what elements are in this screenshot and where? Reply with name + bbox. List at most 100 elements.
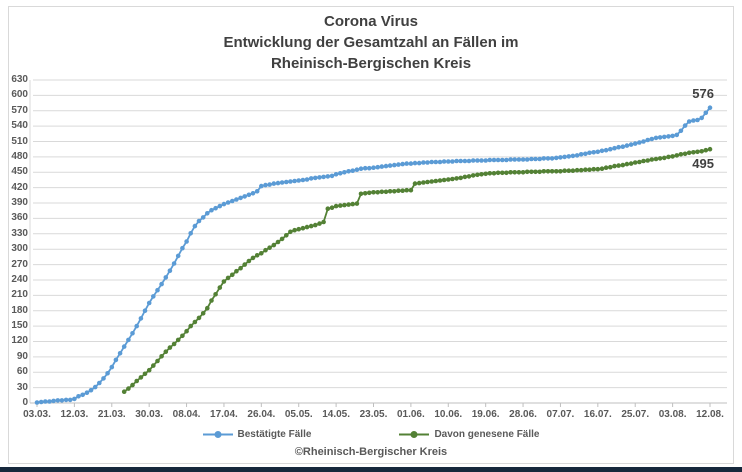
data-point-marker	[404, 161, 410, 166]
data-point-marker	[587, 167, 592, 172]
data-point-marker	[570, 168, 576, 173]
x-tick-label: 10.06.	[434, 409, 463, 420]
data-point-marker	[109, 364, 115, 370]
data-point-marker	[396, 162, 401, 167]
data-point-marker	[616, 144, 621, 150]
chart-title-line2: Entwicklung der Gesamtzahl an Fällen im	[223, 34, 519, 51]
data-point-marker	[433, 178, 439, 184]
y-tick-label: 390	[11, 197, 28, 209]
data-point-marker	[470, 173, 476, 178]
y-tick-label: 630	[11, 74, 28, 85]
chart-title: Corona Virus Entwicklung der Gesamtzahl …	[0, 11, 742, 74]
data-point-marker	[545, 169, 551, 174]
data-point-marker	[682, 123, 688, 128]
data-point-marker	[263, 182, 268, 188]
data-point-marker	[325, 206, 331, 211]
data-point-marker	[583, 167, 588, 172]
data-point-marker	[63, 397, 69, 403]
data-point-marker	[242, 262, 247, 267]
data-point-marker	[487, 171, 493, 176]
data-point-marker	[184, 239, 189, 244]
data-point-marker	[259, 251, 264, 256]
data-point-marker	[121, 344, 127, 349]
data-point-marker	[250, 191, 256, 196]
data-point-marker	[225, 200, 231, 205]
data-point-marker	[520, 157, 526, 162]
data-point-marker	[200, 311, 206, 316]
data-point-marker	[205, 305, 210, 311]
data-point-marker	[674, 153, 680, 158]
data-point-marker	[292, 178, 297, 184]
data-point-marker	[491, 171, 497, 176]
data-point-marker	[466, 174, 472, 179]
data-point-marker	[408, 161, 414, 166]
data-point-marker	[670, 133, 675, 139]
data-point-marker	[238, 265, 243, 271]
data-point-marker	[458, 158, 464, 164]
data-point-marker	[533, 169, 538, 175]
data-point-marker	[562, 168, 567, 173]
data-point-marker	[450, 176, 455, 182]
data-point-marker	[678, 152, 684, 157]
y-tick-label: 420	[11, 181, 28, 193]
data-point-marker	[454, 176, 459, 181]
data-point-marker	[76, 394, 81, 399]
x-tick-label: 21.03.	[97, 409, 126, 420]
data-point-marker	[254, 253, 260, 258]
data-point-marker	[603, 165, 609, 170]
data-point-marker	[354, 167, 360, 172]
data-point-marker	[616, 163, 621, 168]
data-point-marker	[80, 392, 85, 398]
chart-title-line1: Corona Virus	[324, 13, 418, 30]
data-point-marker	[138, 316, 144, 321]
data-point-marker	[134, 323, 139, 329]
data-point-marker	[437, 178, 443, 183]
data-point-marker	[458, 175, 464, 181]
legend: Bestätigte Fälle Davon genesene Fälle	[0, 429, 742, 440]
data-point-marker	[620, 162, 626, 168]
data-point-marker	[637, 140, 642, 145]
data-point-marker	[192, 223, 198, 229]
data-point-marker	[47, 399, 52, 404]
data-point-marker	[450, 159, 455, 164]
data-point-marker	[541, 169, 547, 174]
data-point-marker	[221, 279, 227, 284]
data-point-marker	[155, 287, 160, 293]
data-point-marker	[475, 172, 480, 178]
data-point-marker	[632, 160, 638, 165]
data-point-marker	[263, 247, 268, 253]
data-point-marker	[608, 164, 613, 170]
data-point-marker	[691, 150, 696, 155]
y-tick-label: 270	[11, 258, 28, 270]
data-point-marker	[479, 158, 484, 163]
data-point-marker	[342, 202, 347, 208]
data-point-marker	[670, 154, 675, 159]
data-point-marker	[699, 149, 704, 154]
data-point-marker	[612, 163, 617, 169]
data-point-marker	[313, 222, 318, 228]
data-point-marker	[516, 157, 522, 162]
data-point-marker	[537, 156, 542, 162]
data-point-marker	[612, 145, 617, 151]
y-tick-label: 330	[11, 227, 28, 239]
data-point-marker	[529, 156, 534, 162]
x-tick-label: 12.08.	[696, 409, 724, 420]
data-point-marker	[88, 387, 94, 393]
data-point-marker	[367, 190, 372, 196]
data-point-marker	[250, 255, 256, 261]
data-point-marker	[217, 203, 223, 209]
x-tick-label: 17.04.	[210, 409, 238, 420]
data-point-marker	[686, 150, 692, 156]
data-point-marker	[338, 171, 343, 176]
data-point-marker	[487, 157, 493, 163]
data-point-marker	[254, 189, 260, 194]
data-point-marker	[662, 134, 667, 140]
data-point-marker	[234, 197, 239, 202]
data-point-marker	[159, 354, 164, 359]
data-point-marker	[375, 190, 381, 195]
data-point-marker	[383, 189, 389, 195]
data-point-marker	[533, 156, 538, 162]
legend-label-recovered: Davon genesene Fälle	[434, 429, 540, 440]
data-point-marker	[657, 156, 663, 161]
data-point-marker	[329, 173, 335, 179]
